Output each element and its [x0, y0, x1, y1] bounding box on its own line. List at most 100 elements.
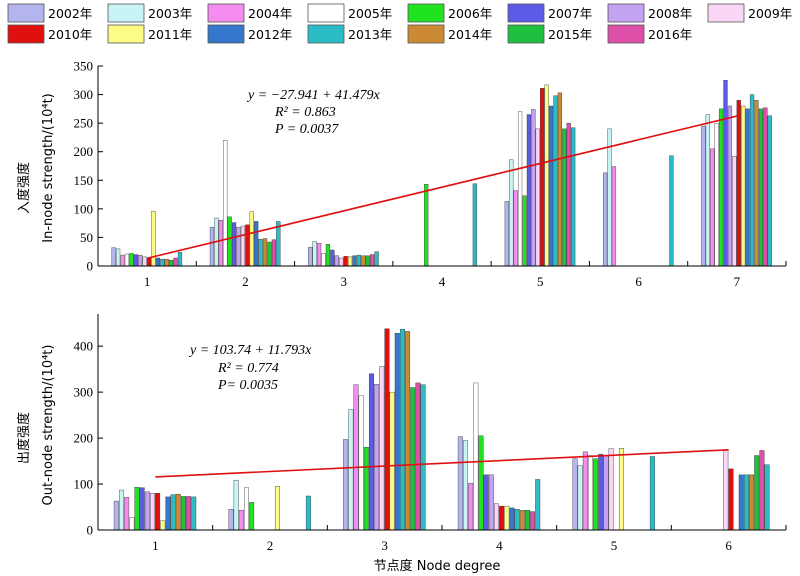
- bar-p1-s15-c5: [764, 464, 770, 531]
- bar-p1-s6-c0: [144, 491, 150, 531]
- bar-p0-s3-c0: [124, 253, 130, 267]
- bar-p1-s5-c0: [139, 487, 145, 531]
- bar-p1-s7-c5: [723, 450, 729, 531]
- bar-p0-s6-c1: [236, 226, 241, 267]
- bar-p0-s9-c6: [741, 105, 746, 267]
- bar-p0-s4-c2: [325, 244, 331, 267]
- bar-p0-s15-c4: [571, 127, 576, 267]
- y-tick-label-0-1: 50: [80, 230, 93, 245]
- bar-p0-s5-c0: [133, 254, 138, 267]
- bar-p1-s15-c4: [649, 456, 655, 531]
- x-tick-label-0-0: 1: [144, 274, 151, 289]
- bar-p0-s14-c4: [566, 122, 571, 267]
- bar-p1-s14-c0: [186, 496, 192, 531]
- bar-p1-s10-c2: [394, 333, 400, 531]
- bar-p0-s11-c0: [160, 258, 165, 267]
- bar-p1-s3-c4: [588, 455, 593, 531]
- x-tick-label-1-2: 3: [381, 538, 388, 553]
- bar-p0-s10-c0: [155, 257, 161, 267]
- bar-p1-s15-c0: [191, 496, 197, 531]
- bar-p0-s6-c0: [138, 254, 143, 267]
- bar-p0-s0-c1: [209, 226, 215, 267]
- bar-p1-s1-c1: [233, 480, 239, 531]
- y-tick-label-0-4: 200: [74, 144, 94, 159]
- legend-label-14: 2016年: [648, 27, 692, 42]
- bar-p0-s9-c4: [544, 84, 549, 267]
- legend-swatch-6: [607, 3, 645, 23]
- bar-p0-s4-c3: [424, 184, 429, 267]
- bar-p1-s6-c3: [488, 474, 494, 531]
- legend-label-2: 2004年: [248, 6, 292, 21]
- bar-p1-s3-c1: [243, 487, 249, 531]
- legend: 2002年 2003年 2004年 2005年 2006年 2007年 2008年 2009年…: [7, 3, 792, 44]
- bar-p0-s8-c2: [343, 256, 348, 267]
- bar-p0-s14-c2: [370, 254, 375, 267]
- y-tick-label-0-7: 350: [74, 59, 94, 74]
- bar-p0-s11-c1: [258, 238, 263, 267]
- bar-p0-s6-c2: [334, 255, 339, 267]
- bar-p1-s6-c2: [374, 384, 380, 531]
- bar-p1-s10-c3: [509, 507, 515, 531]
- bar-p1-s11-c2: [399, 328, 405, 531]
- x-tick-label-0-6: 7: [734, 274, 741, 289]
- trend-line-0: [146, 115, 738, 260]
- bar-p1-s2-c2: [353, 384, 359, 531]
- bar-p0-s15-c2: [374, 251, 379, 267]
- bar-p0-s3-c4: [517, 111, 523, 267]
- bar-p0-s2-c4: [513, 190, 518, 267]
- bar-p1-s1-c4: [577, 465, 583, 531]
- bar-p1-s4-c2: [363, 447, 369, 531]
- bar-p1-s12-c5: [749, 474, 755, 531]
- y-tick-label-1-2: 200: [74, 431, 94, 446]
- bar-p0-s1-c6: [705, 114, 710, 267]
- bar-p1-s4-c0: [134, 487, 140, 531]
- bar-p0-s12-c6: [754, 100, 759, 267]
- bottom-equation: y = 103.74 + 11.793x: [188, 343, 312, 358]
- legend-label-11: 2013年: [348, 27, 392, 42]
- legend-label-13: 2015年: [548, 27, 592, 42]
- bar-p0-s9-c2: [347, 256, 353, 267]
- bar-p1-s11-c3: [514, 509, 520, 531]
- bar-p0-s8-c4: [540, 88, 545, 267]
- bar-p0-s5-c2: [330, 249, 335, 267]
- bar-p1-s10-c5: [738, 474, 744, 531]
- legend-label-1: 2003年: [148, 6, 192, 21]
- trend-line-1: [155, 449, 729, 478]
- bar-p0-s3-c2: [321, 253, 326, 267]
- bar-p1-s10-c0: [165, 496, 171, 531]
- bottom-ylabel-cn: 出度强度: [16, 412, 32, 464]
- top-equation: y = −27.941 + 41.479x: [246, 88, 381, 103]
- legend-swatch-7: [707, 3, 745, 23]
- bar-p1-s1-c2: [348, 409, 354, 531]
- bar-p1-s1-c3: [463, 440, 468, 531]
- bar-p1-s9-c3: [504, 505, 510, 531]
- legend-swatch-8: [7, 24, 45, 44]
- bar-p1-s0-c4: [572, 458, 578, 531]
- bar-p0-s5-c1: [231, 222, 237, 267]
- bar-p0-s11-c2: [356, 254, 362, 267]
- bar-p0-s3-c6: [714, 122, 719, 267]
- bar-p1-s5-c4: [598, 453, 604, 531]
- top-ylabel-cn: 入度强度: [16, 162, 32, 214]
- bar-p0-s4-c0: [129, 253, 134, 267]
- bar-p0-s14-c1: [271, 239, 276, 267]
- bar-p1-s7-c3: [493, 503, 499, 531]
- legend-label-9: 2011年: [148, 27, 192, 42]
- bar-p1-s15-c3: [535, 479, 541, 531]
- bar-p1-s15-c1: [305, 495, 311, 531]
- bar-p1-s0-c0: [113, 500, 119, 531]
- bar-p1-s4-c1: [249, 502, 255, 531]
- top-ylabel-en: In-node strength/(10⁴t): [41, 93, 56, 242]
- legend-swatch-11: [307, 24, 345, 44]
- bar-p1-s7-c2: [379, 366, 385, 531]
- bar-p0-s14-c6: [763, 107, 768, 267]
- x-tick-label-0-4: 5: [537, 274, 544, 289]
- bar-p1-s0-c3: [457, 436, 463, 531]
- bar-p1-s5-c3: [483, 474, 489, 531]
- bar-p1-s11-c5: [743, 474, 749, 531]
- bar-p1-s0-c1: [228, 509, 234, 531]
- bar-p1-s8-c3: [499, 505, 505, 531]
- bar-p1-s8-c2: [384, 328, 390, 531]
- legend-label-10: 2012年: [248, 27, 292, 42]
- bottom-chart-panel: 出度强度 Out-node strength/(10⁴t) y = 103.74…: [16, 314, 787, 574]
